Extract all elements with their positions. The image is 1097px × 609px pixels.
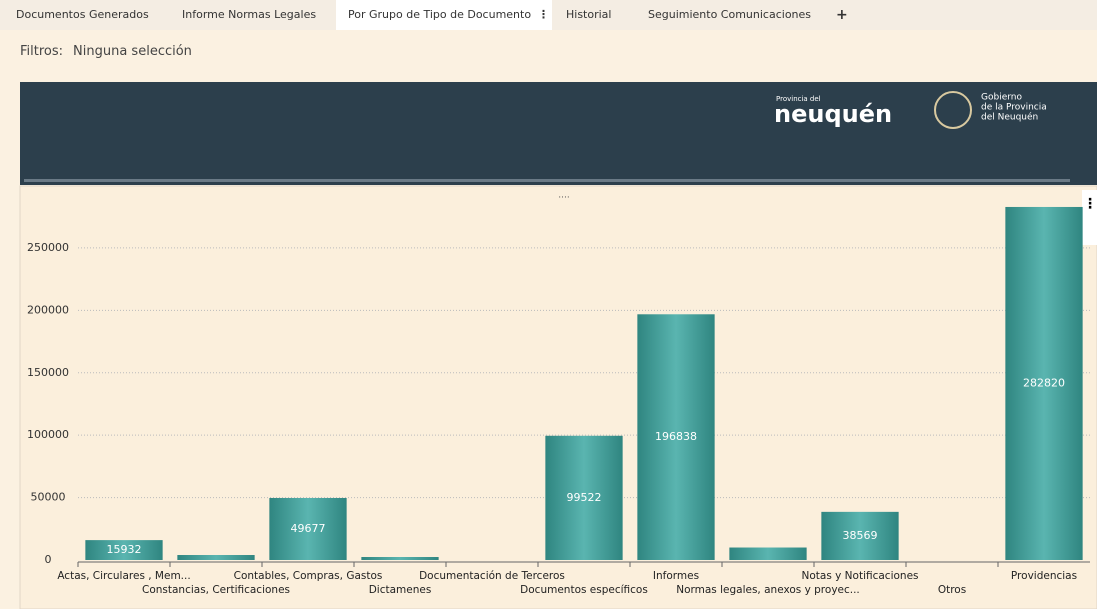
x-tick-label: Dictamenes [369,584,432,596]
drag-handle[interactable]: .... [558,191,569,201]
add-tab[interactable]: + [836,7,848,23]
tab-bar: Documentos Generados Informe Normas Lega… [0,0,1097,30]
bar [637,314,715,560]
tab[interactable]: Documentos Generados [16,8,149,21]
bar [85,540,163,560]
bar [821,511,899,560]
y-tick-label: 250000 [27,241,69,254]
tab-active[interactable]: Por Grupo de Tipo de Documento [336,0,552,30]
x-tick-label: Normas legales, anexos y proyec... [676,584,860,596]
bar [361,557,439,560]
y-tick-label: 50000 [31,491,66,504]
x-tick-label: Actas, Circulares , Mem... [57,570,190,582]
value-label: 282820 [1023,376,1065,389]
gov-text: de la Provincia [981,103,1047,113]
bar [177,555,255,560]
y-tick-label: 200000 [27,303,69,316]
gov-text: Gobierno [981,93,1022,103]
x-tick-label: Contables, Compras, Gastos [234,570,383,582]
bar [269,497,347,560]
logo-name: neuquén [774,100,892,128]
tab-menu[interactable]: ⋮ [538,8,549,21]
bar [1005,206,1083,560]
x-tick-label: Documentación de Terceros [419,570,565,582]
bar [729,547,807,560]
y-tick-label: 100000 [27,428,69,441]
filters: Filtros: Ninguna selección [20,44,202,59]
filters-value: Ninguna selección [73,44,192,59]
gov-text: del Neuquén [981,112,1038,123]
value-label: 196838 [655,430,697,443]
banner [20,82,1097,185]
x-tick-label: Notas y Notificaciones [801,570,918,582]
x-tick-label: Informes [653,570,699,582]
bar [545,435,623,560]
panel-menu[interactable] [1082,190,1097,245]
x-tick-label: Providencias [1011,570,1077,582]
value-label: 99522 [567,491,602,504]
value-label: 38569 [843,529,878,542]
tab[interactable]: Informe Normas Legales [182,8,317,21]
logo-small: Provincia del [776,95,821,103]
value-label: 49677 [291,522,326,535]
menu-icon[interactable]: ⋮ [1083,196,1097,212]
x-tick-label: Constancias, Certificaciones [142,584,290,596]
y-tick-label: 150000 [27,366,69,379]
x-tick-label: Documentos específicos [520,584,648,596]
banner-scroll [24,179,1070,182]
y-tick-label: 0 [45,553,52,566]
tab[interactable]: Historial [566,8,612,21]
x-tick-label: Otros [938,584,966,596]
coat-of-arms [934,91,972,129]
tab[interactable]: Seguimiento Comunicaciones [648,8,812,21]
filters-label: Filtros: [20,44,64,59]
value-label: 15932 [107,543,142,556]
